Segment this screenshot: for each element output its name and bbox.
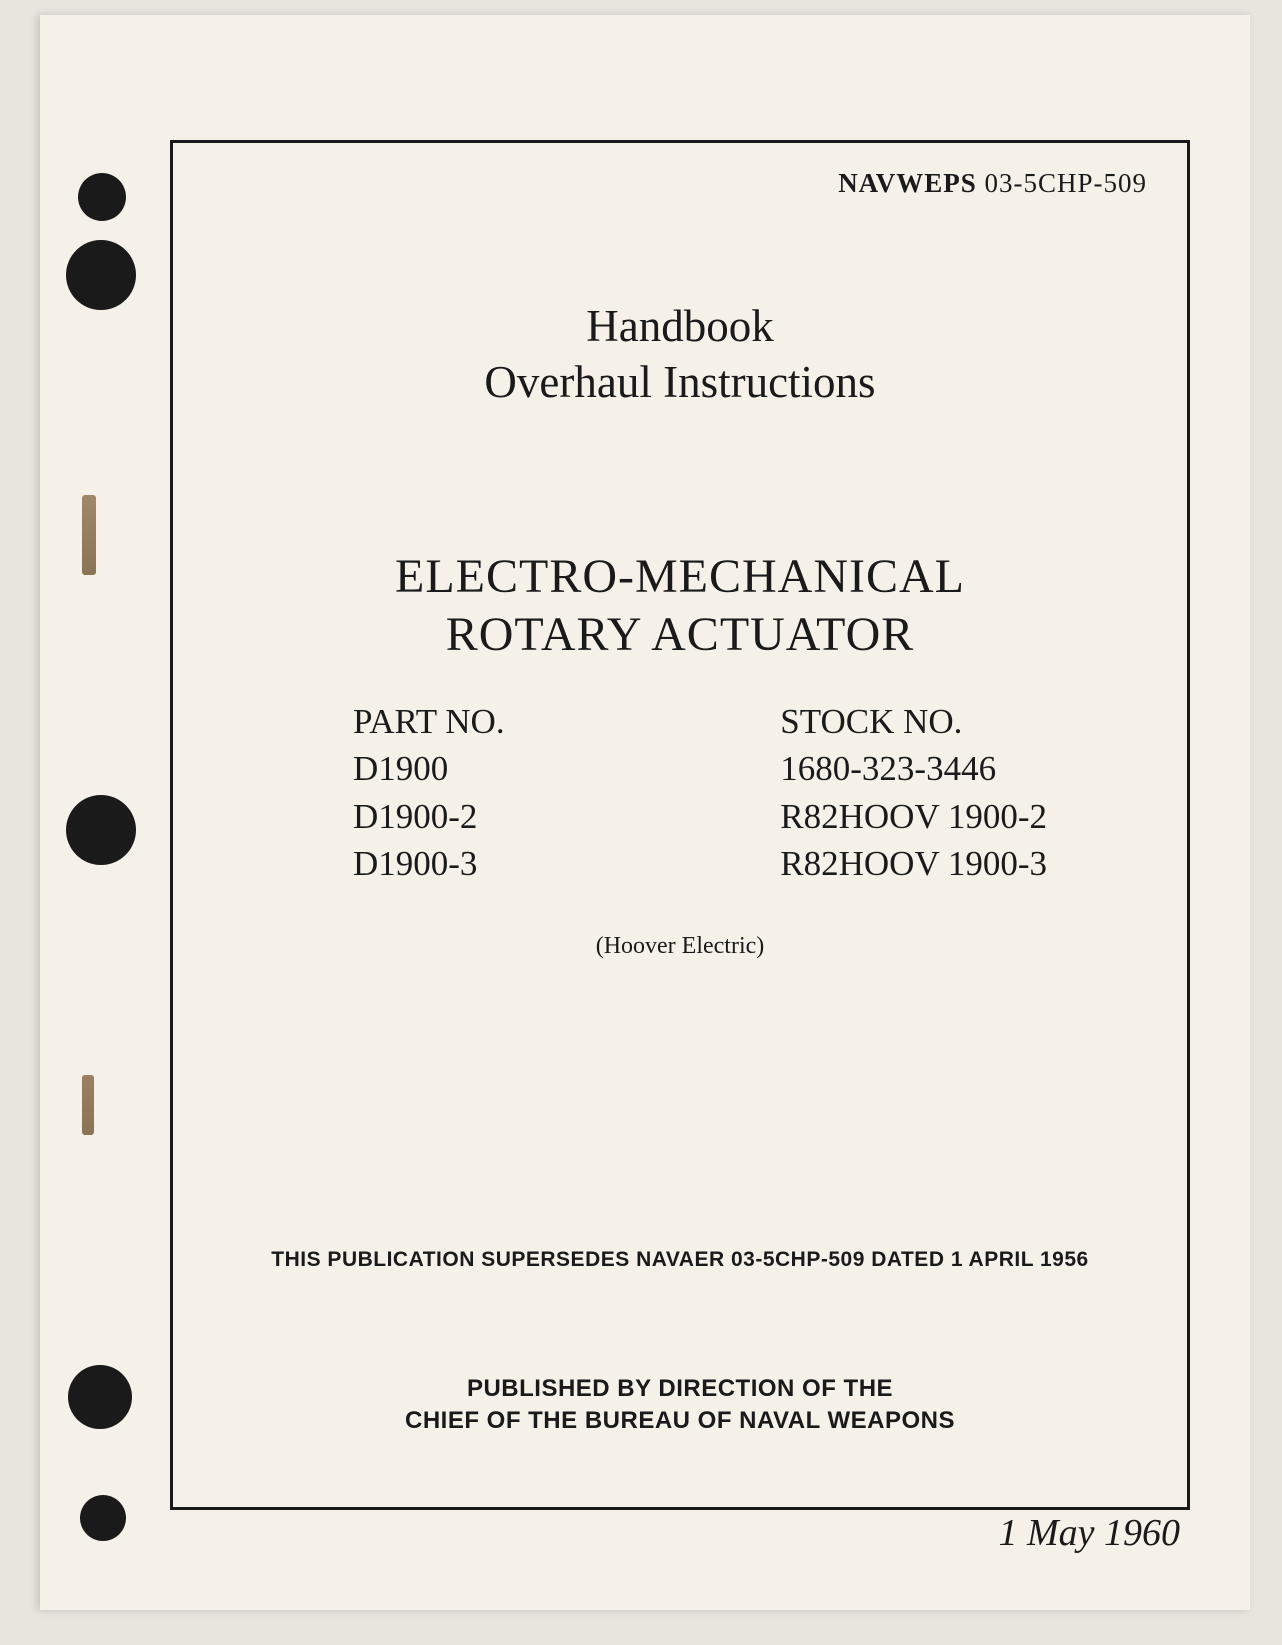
handbook-line-1: Handbook	[173, 298, 1187, 354]
title-line-1: ELECTRO-MECHANICAL	[173, 548, 1187, 606]
document-page: NAVWEPS 03-5CHP-509 Handbook Overhaul In…	[40, 15, 1250, 1610]
stock-no-row: 1680-323-3446	[780, 745, 1047, 792]
document-number: NAVWEPS 03-5CHP-509	[838, 168, 1147, 199]
document-title: ELECTRO-MECHANICAL ROTARY ACTUATOR	[173, 548, 1187, 663]
punch-hole	[66, 795, 136, 865]
part-no-row: D1900	[353, 745, 505, 792]
publisher-line-1: PUBLISHED BY DIRECTION OF THE	[173, 1373, 1187, 1405]
page-stain	[82, 495, 96, 575]
page-stain	[82, 1075, 94, 1135]
supersedes-notice: THIS PUBLICATION SUPERSEDES NAVAER 03-5C…	[173, 1248, 1187, 1272]
punch-hole	[78, 173, 126, 221]
stock-no-row: R82HOOV 1900-3	[780, 840, 1047, 887]
stock-no-header: STOCK NO.	[780, 698, 1047, 745]
handbook-line-2: Overhaul Instructions	[173, 354, 1187, 410]
part-no-header: PART NO.	[353, 698, 505, 745]
manufacturer-name: (Hoover Electric)	[173, 933, 1187, 960]
stock-no-row: R82HOOV 1900-2	[780, 793, 1047, 840]
handbook-heading: Handbook Overhaul Instructions	[173, 298, 1187, 411]
publisher-line-2: CHIEF OF THE BUREAU OF NAVAL WEAPONS	[173, 1405, 1187, 1437]
stock-number-column: STOCK NO. 1680-323-3446 R82HOOV 1900-2 R…	[780, 698, 1047, 887]
doc-number-prefix: NAVWEPS	[838, 168, 977, 198]
punch-hole	[68, 1365, 132, 1429]
publication-date: 1 May 1960	[998, 1511, 1180, 1555]
part-number-column: PART NO. D1900 D1900-2 D1900-3	[353, 698, 505, 887]
title-line-2: ROTARY ACTUATOR	[173, 606, 1187, 664]
part-no-row: D1900-3	[353, 840, 505, 887]
punch-hole	[66, 240, 136, 310]
parts-table: PART NO. D1900 D1900-2 D1900-3 STOCK NO.…	[353, 698, 1047, 887]
content-border: NAVWEPS 03-5CHP-509 Handbook Overhaul In…	[170, 140, 1190, 1510]
doc-number-value: 03-5CHP-509	[984, 168, 1147, 198]
part-no-row: D1900-2	[353, 793, 505, 840]
publisher-block: PUBLISHED BY DIRECTION OF THE CHIEF OF T…	[173, 1373, 1187, 1438]
punch-hole	[80, 1495, 126, 1541]
